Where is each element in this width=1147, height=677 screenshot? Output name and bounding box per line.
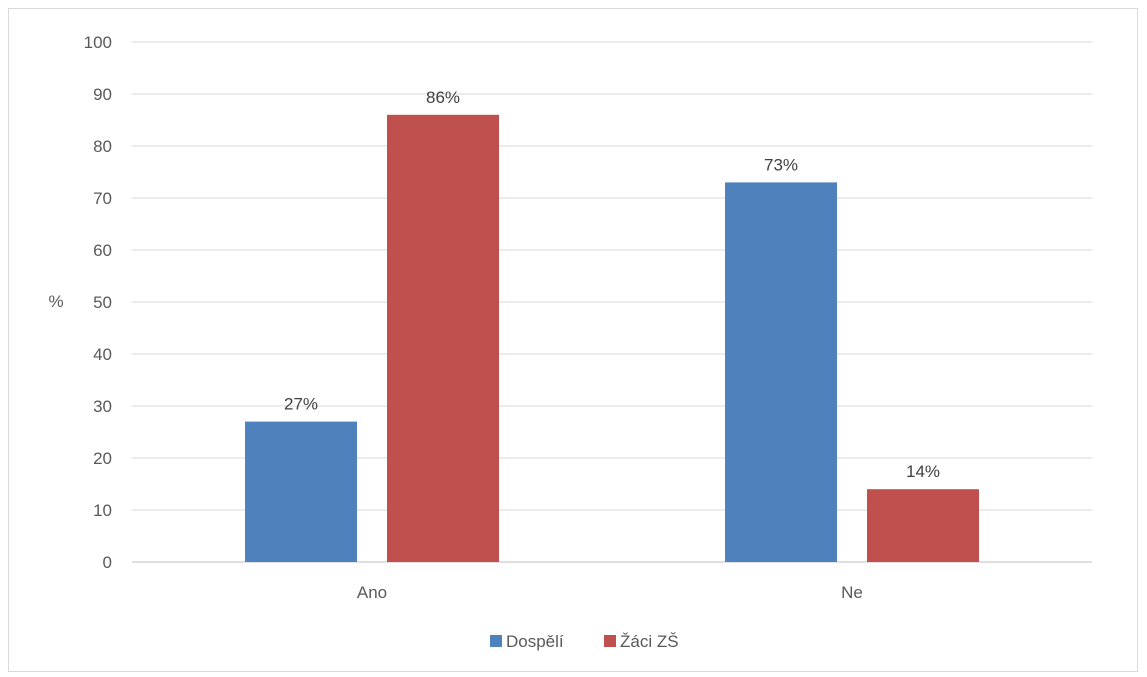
bar-ano-series-1 — [387, 114, 499, 563]
legend-swatch — [490, 635, 502, 647]
x-axis-categories: Ano Ne — [357, 583, 863, 602]
y-tick-label: 30 — [93, 397, 112, 416]
y-tick-label: 50 — [93, 293, 112, 312]
legend-swatch — [604, 635, 616, 647]
x-category-label: Ano — [357, 583, 387, 602]
data-labels: 27% 86% 73% 14% — [284, 88, 940, 481]
bars — [245, 114, 979, 563]
data-label: 86% — [426, 88, 460, 107]
legend: Dospělí Žáci ZŠ — [490, 632, 679, 651]
data-label: 27% — [284, 395, 318, 414]
bar-ne-series-1 — [867, 489, 979, 562]
bar-ne-series-0 — [725, 182, 837, 562]
y-tick-label: 0 — [103, 553, 112, 572]
legend-label: Žáci ZŠ — [620, 632, 679, 651]
data-label: 14% — [906, 462, 940, 481]
y-tick-label: 10 — [93, 501, 112, 520]
y-tick-label: 100 — [84, 33, 112, 52]
y-tick-label: 20 — [93, 449, 112, 468]
y-tick-label: 80 — [93, 137, 112, 156]
data-label: 73% — [764, 155, 798, 174]
y-tick-label: 60 — [93, 241, 112, 260]
y-tick-label: 70 — [93, 189, 112, 208]
x-category-label: Ne — [841, 583, 863, 602]
y-tick-label: 90 — [93, 85, 112, 104]
y-axis-ticks: 0 10 20 30 40 50 60 70 80 90 100 — [84, 33, 112, 572]
bar-ano-series-0 — [245, 421, 357, 562]
y-axis-label: % — [48, 292, 63, 311]
legend-label: Dospělí — [506, 632, 564, 651]
y-tick-label: 40 — [93, 345, 112, 364]
